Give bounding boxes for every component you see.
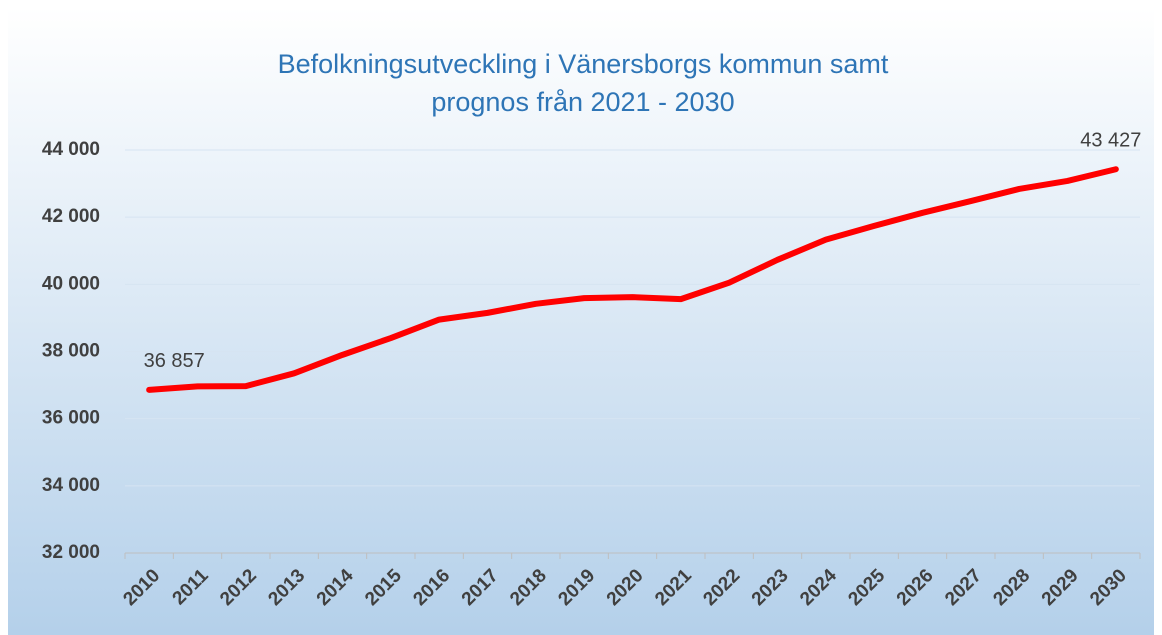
y-tick-label: 34 000 (42, 475, 100, 496)
y-tick-label: 36 000 (42, 408, 100, 429)
chart-title: Befolkningsutveckling i Vänersborgs komm… (278, 49, 889, 79)
data-label: 36 857 (144, 350, 205, 372)
y-tick-label: 42 000 (42, 206, 100, 227)
y-tick-label: 40 000 (42, 273, 100, 294)
background (8, 8, 1154, 635)
data-label: 43 427 (1080, 130, 1141, 152)
y-tick-label: 38 000 (42, 341, 100, 362)
y-tick-label: 44 000 (42, 139, 100, 160)
y-tick-label: 32 000 (42, 542, 100, 563)
chart-title: prognos från 2021 - 2030 (431, 87, 734, 117)
line (146, 166, 1119, 393)
